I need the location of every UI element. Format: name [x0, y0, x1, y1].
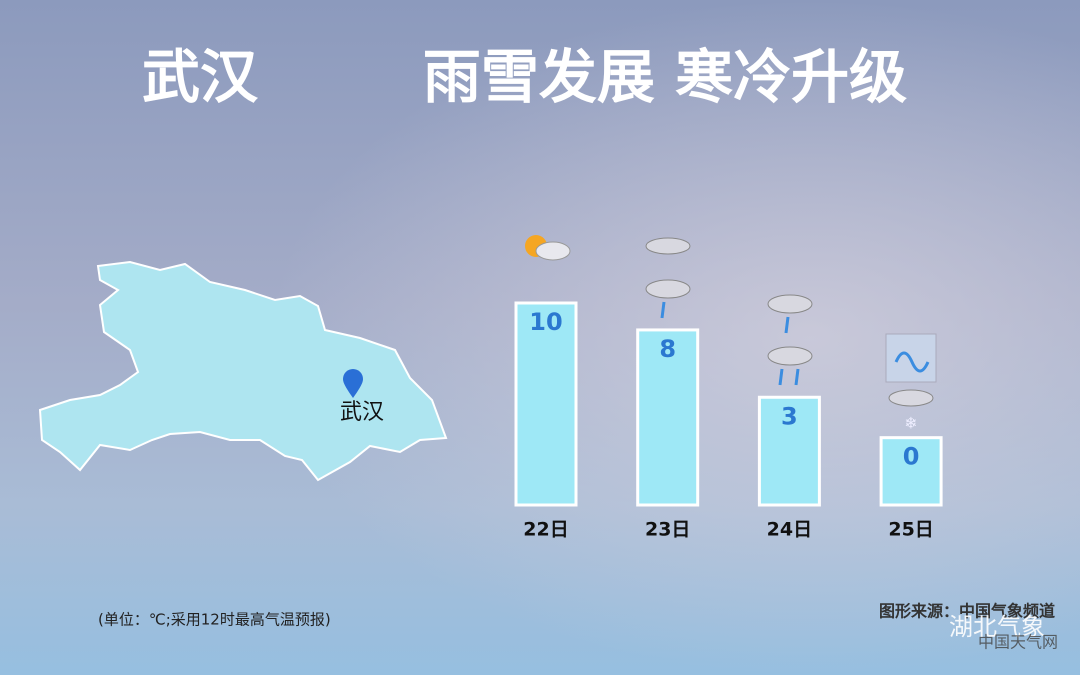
- value-label: 3: [781, 402, 798, 430]
- cloud-icon: [535, 241, 571, 261]
- cloud-icon: [888, 389, 934, 407]
- chart: 10 22日 8 23日 3 24日 0 25日: [514, 301, 943, 541]
- sleet-icon: [894, 351, 930, 373]
- snow-icon: ❄: [904, 414, 917, 433]
- value-label: 10: [529, 308, 562, 336]
- cloud-icon: [767, 294, 813, 314]
- x-tick-label: 24日: [767, 519, 812, 541]
- main-title: 雨雪发展 寒冷升级: [423, 43, 907, 111]
- bar: [879, 436, 943, 507]
- city-title: 武汉: [142, 43, 259, 111]
- cloud-icon: [645, 279, 691, 299]
- rain-icon: [660, 301, 666, 319]
- watermark-site: 中国天气网: [978, 633, 1058, 652]
- value-label: 8: [659, 335, 676, 363]
- bar: [636, 328, 700, 507]
- cloud-icon: [645, 237, 691, 255]
- cloud-icon: [767, 346, 813, 366]
- map-pin: [343, 369, 363, 398]
- bar: [757, 395, 821, 507]
- rain-icon: [784, 316, 790, 334]
- value-label: 0: [903, 443, 920, 471]
- x-tick-label: 23日: [645, 519, 690, 541]
- watermark-account: 湖北气象: [949, 613, 1045, 641]
- x-tick-label: 22日: [523, 519, 568, 541]
- rain-icon: [778, 368, 784, 386]
- rain-icon: [794, 368, 800, 386]
- bar: [514, 301, 578, 507]
- map-city-label: 武汉: [340, 400, 384, 425]
- x-tick-label: 25日: [888, 519, 933, 541]
- source: 图形来源：中国气象频道: [879, 602, 1055, 621]
- weather-icons: ❄: [525, 235, 937, 433]
- unit-note: (单位：℃;采用12时最高气温预报): [98, 611, 331, 629]
- hubei-map: [38, 260, 448, 482]
